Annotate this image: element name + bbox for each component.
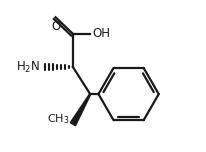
Text: OH: OH <box>92 27 110 40</box>
Text: H$_2$N: H$_2$N <box>16 59 40 74</box>
Text: O: O <box>51 20 60 33</box>
Polygon shape <box>70 94 91 126</box>
Text: CH$_3$: CH$_3$ <box>47 112 69 126</box>
